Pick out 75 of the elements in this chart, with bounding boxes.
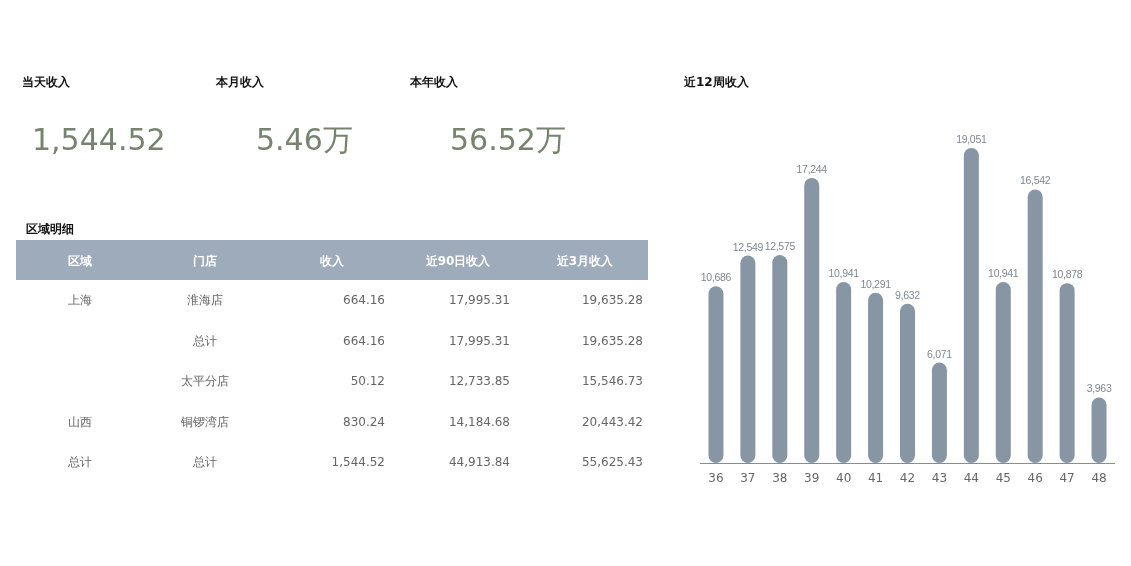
text: 664.16 xyxy=(343,333,385,348)
text: 太平分店 xyxy=(181,374,229,388)
text: 山西 xyxy=(68,414,92,429)
x-tick-label: 39 xyxy=(804,471,820,485)
text: 56.52万 xyxy=(450,122,566,157)
data-label: 17,244 xyxy=(796,162,828,175)
category-label: 收入 xyxy=(320,254,345,268)
text: 本月收入 xyxy=(215,75,265,89)
bar xyxy=(995,282,1011,463)
text: 44,913.84 xyxy=(448,455,510,469)
text: 总计 xyxy=(68,455,92,469)
x-tick-label: 47 xyxy=(1059,471,1075,485)
text: 50.12 xyxy=(350,374,385,388)
text: 15,546.73 xyxy=(581,374,643,388)
text: 上海 xyxy=(68,293,92,307)
text: 17,995.31 xyxy=(448,333,510,348)
data-label: 10,941 xyxy=(828,267,860,280)
data-label: 10,291 xyxy=(860,277,892,290)
data-label: 12,549 xyxy=(732,240,764,253)
data-label: 10,686 xyxy=(700,271,732,284)
bar xyxy=(1059,283,1075,463)
x-tick-label: 48 xyxy=(1091,471,1107,485)
text: 20,443.42 xyxy=(581,414,643,429)
data-label: 9,632 xyxy=(895,288,921,301)
bar xyxy=(804,177,820,463)
x-tick-label: 44 xyxy=(963,471,979,485)
data-label: 6,071 xyxy=(927,347,953,360)
text: 5.46万 xyxy=(256,122,353,157)
bar xyxy=(1091,397,1107,463)
bar xyxy=(900,303,915,463)
x-tick-label: 46 xyxy=(1027,471,1043,485)
x-tick-label: 41 xyxy=(867,471,884,485)
text: 19,635.28 xyxy=(581,293,643,307)
x-tick-label: 42 xyxy=(899,471,916,485)
bar xyxy=(963,148,979,463)
bar xyxy=(772,255,788,463)
text: 830.24 xyxy=(343,414,385,429)
category-label: 近3月收入 xyxy=(555,254,615,268)
text: 铜锣湾店 xyxy=(181,414,229,429)
bar xyxy=(708,286,724,463)
text: 本年收入 xyxy=(409,75,459,89)
bar xyxy=(868,292,884,463)
category-label: 区域 xyxy=(68,254,92,268)
text: 17,995.31 xyxy=(448,293,510,307)
x-tick-label: 45 xyxy=(995,471,1011,485)
text: 14,184.68 xyxy=(448,414,510,429)
x-tick-label: 40 xyxy=(836,471,852,485)
x-tick-label: 37 xyxy=(740,471,756,485)
x-tick-label: 38 xyxy=(772,471,788,485)
x-tick-label: 43 xyxy=(931,471,948,485)
text: 总计 xyxy=(193,455,217,469)
chart-title: 近12周收入 xyxy=(683,75,750,89)
text: 664.16 xyxy=(343,293,385,307)
data-label: 10,878 xyxy=(1051,268,1083,281)
text: 19,635.28 xyxy=(581,333,643,348)
data-label: 3,963 xyxy=(1086,382,1112,395)
bar xyxy=(931,362,947,463)
category-label: 近90日收入 xyxy=(424,254,492,268)
text: 1,544.52 xyxy=(32,122,166,157)
bar xyxy=(740,255,756,463)
bar xyxy=(836,282,852,463)
text: 12,733.85 xyxy=(448,374,510,388)
data-label: 10,941 xyxy=(988,267,1019,280)
x-tick-label: 36 xyxy=(708,471,724,485)
text: 1,544.52 xyxy=(331,455,385,469)
text: 当天收入 xyxy=(22,75,71,89)
text: 淮海店 xyxy=(187,293,223,307)
text: 55,625.43 xyxy=(581,455,643,469)
data-label: 16,542 xyxy=(1020,174,1051,187)
text: 区域明细 xyxy=(26,222,74,236)
text: 总计 xyxy=(193,333,217,348)
data-label: 12,575 xyxy=(764,240,796,253)
category-label: 门店 xyxy=(193,254,217,268)
data-label: 19,051 xyxy=(956,133,987,145)
bar xyxy=(1027,189,1043,463)
